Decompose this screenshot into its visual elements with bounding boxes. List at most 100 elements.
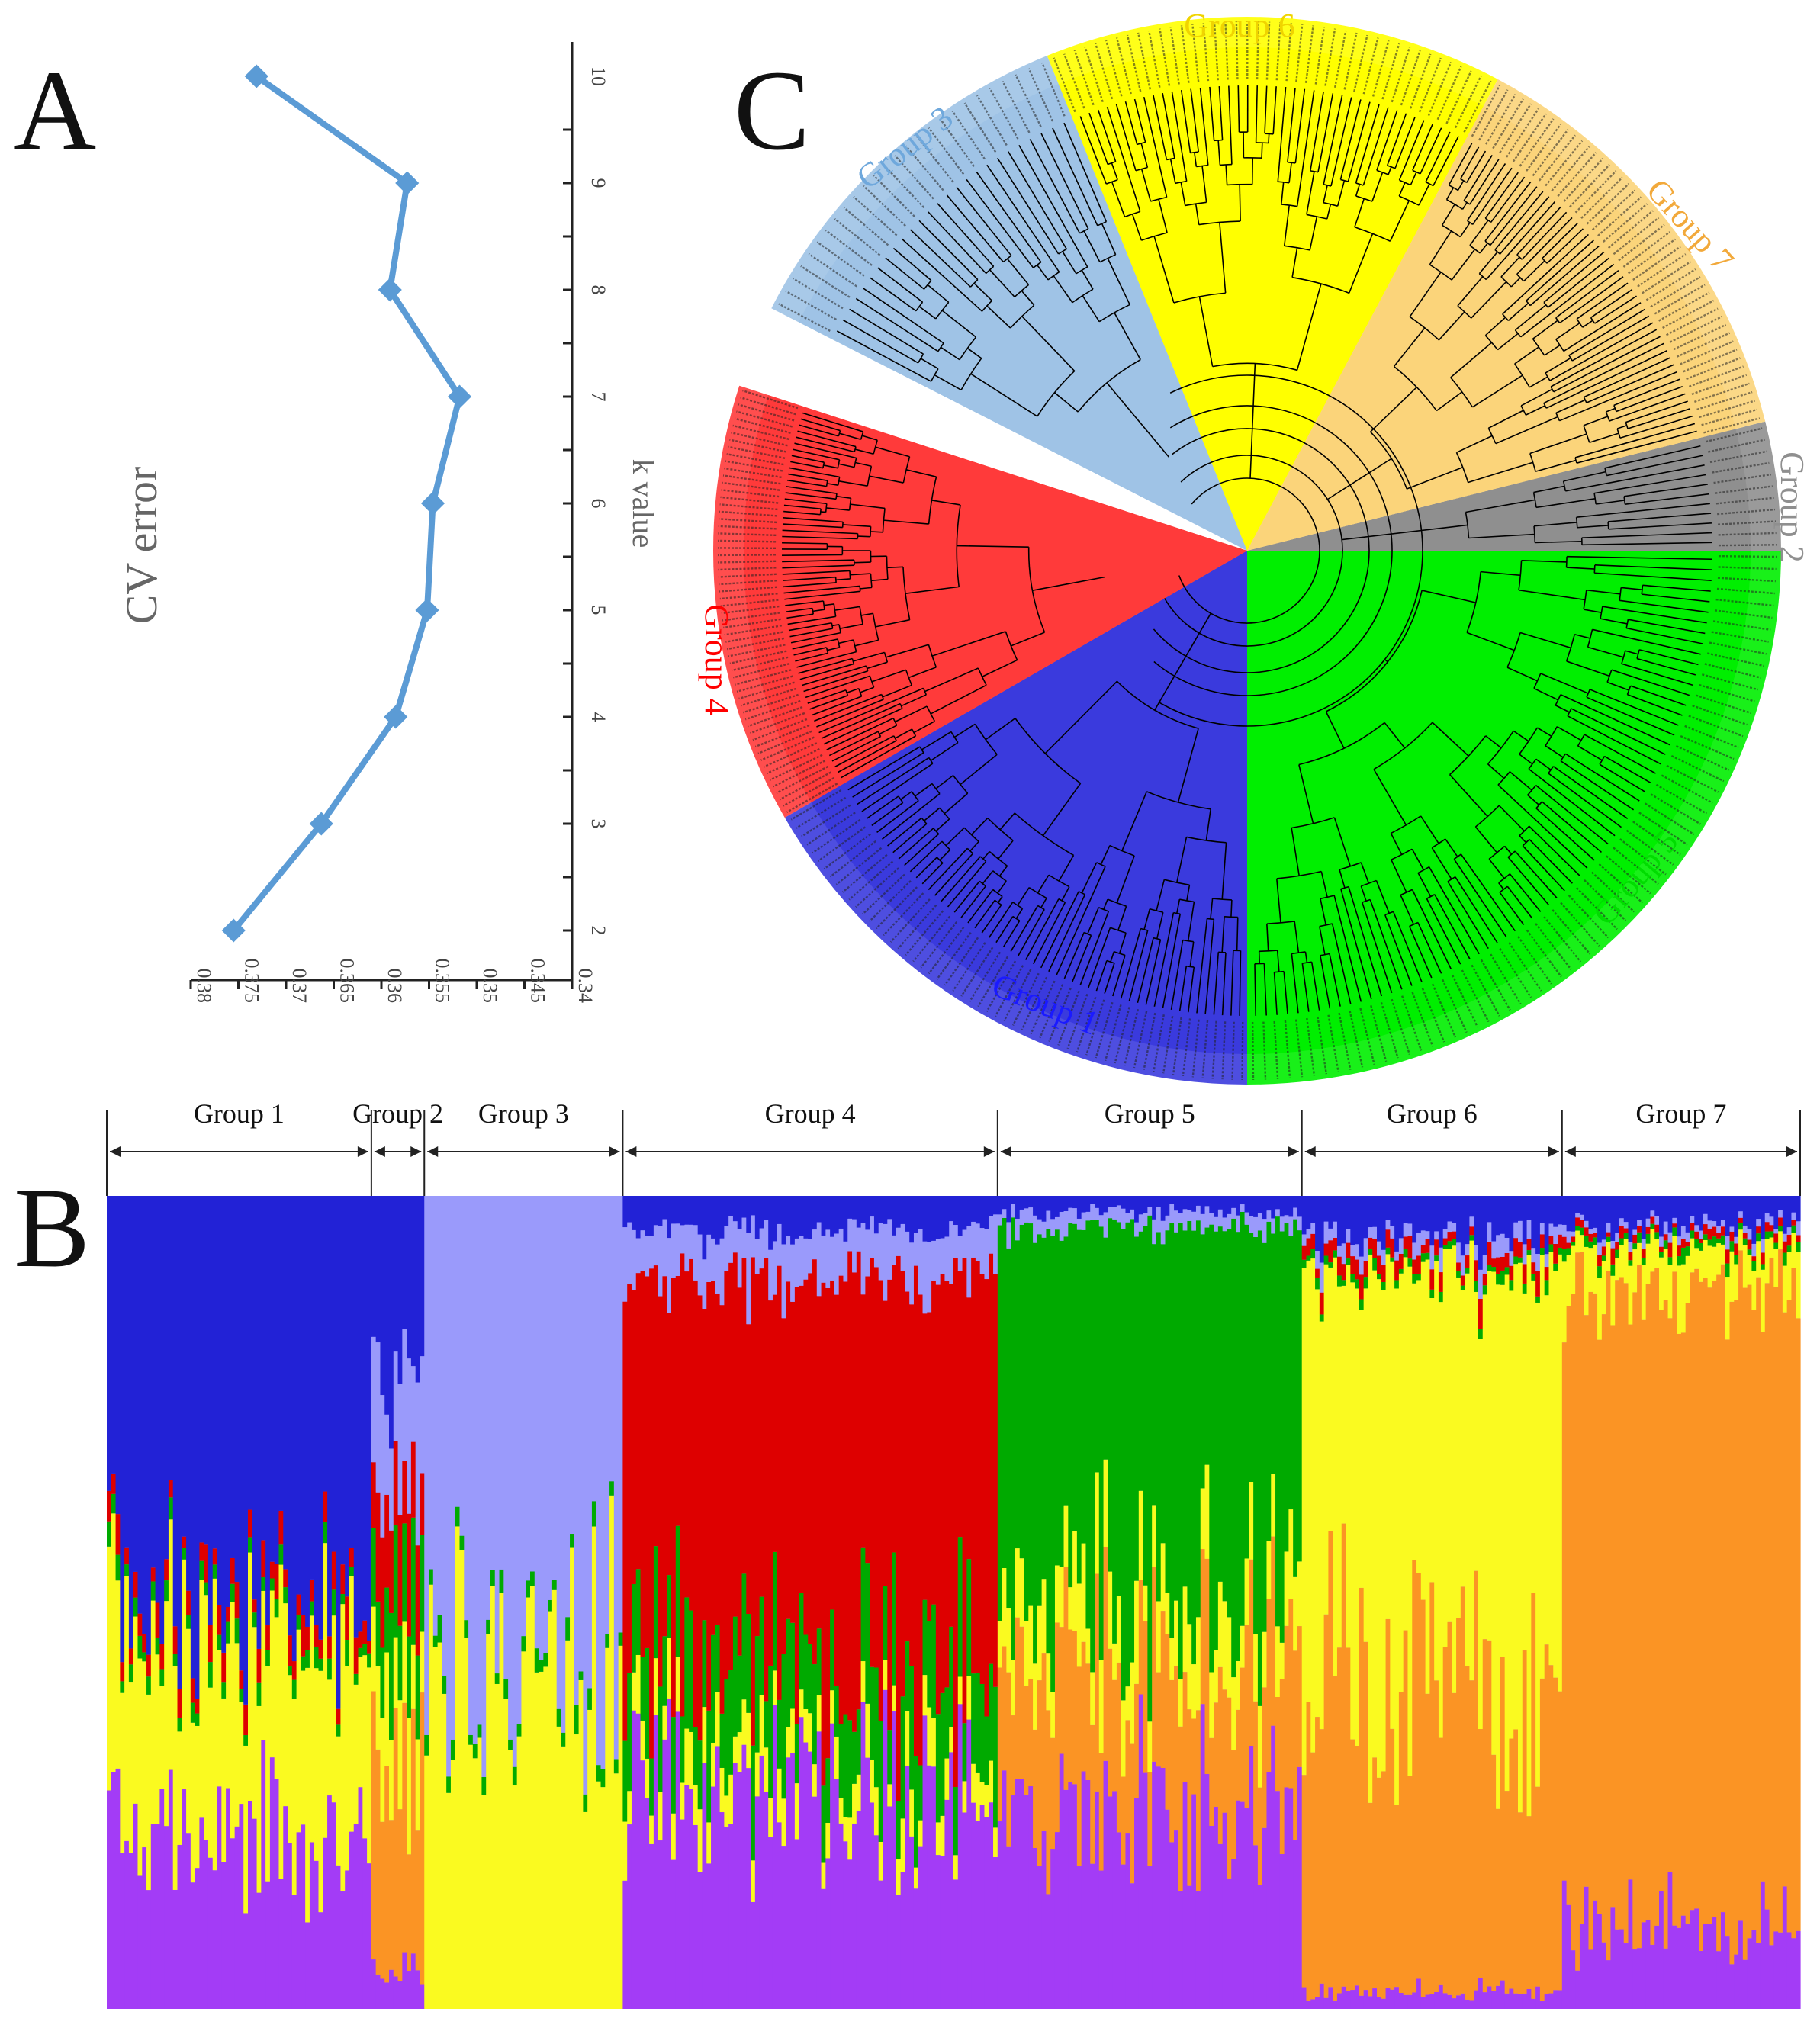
leaf-label-mark [1676, 332, 1731, 358]
leaf-label-mark [1104, 1004, 1122, 1061]
tree-branch [1263, 963, 1267, 1016]
admixture-segment [1231, 1218, 1236, 1678]
admixture-segment [927, 1242, 932, 1313]
admixture-segment [1456, 1262, 1461, 1271]
admixture-segment [1469, 1216, 1474, 1227]
tree-branch [1621, 587, 1642, 591]
admixture-segment [1474, 1196, 1479, 1245]
admixture-segment [1778, 1217, 1783, 1226]
admixture-segment [1385, 1618, 1391, 1988]
admixture-segment [1420, 1230, 1426, 1245]
admixture-segment [1033, 1663, 1038, 1730]
leaf-label-mark [1202, 23, 1210, 82]
admixture-segment [1341, 1243, 1347, 1265]
leaf-label-mark [1349, 1010, 1364, 1068]
admixture-segment [816, 1222, 822, 1297]
admixture-segment [142, 1652, 147, 1662]
admixture-segment [847, 1817, 853, 1860]
admixture-segment [1138, 1214, 1144, 1232]
admixture-segment [1266, 1599, 1272, 1772]
admixture-segment [1751, 1261, 1757, 1271]
leaf-label-mark [1688, 365, 1744, 388]
tree-node-arc [1526, 300, 1531, 307]
leaf-label-mark [969, 951, 1002, 1002]
tree-node-arc [854, 458, 857, 468]
admixture-segment [1085, 1663, 1091, 1781]
tree-branch [909, 840, 943, 873]
tree-branch [786, 479, 827, 487]
tree-branch [967, 889, 994, 924]
leaf-label-mark [1619, 838, 1667, 876]
cv-error-point [415, 598, 439, 622]
admixture-segment [204, 1595, 209, 1840]
admixture-segment [719, 1238, 725, 1306]
admixture-segment [1217, 1581, 1224, 1667]
tree-branch [798, 657, 853, 674]
admixture-segment [1368, 1249, 1373, 1255]
admixture-segment [172, 1196, 178, 1627]
admixture-segment [1368, 1996, 1373, 2009]
leaf-label-mark [1021, 976, 1048, 1030]
admixture-segment [1412, 1560, 1417, 1993]
admixture-segment [239, 1702, 244, 1805]
admixture-segment [1222, 1231, 1228, 1602]
admixture-segment [711, 1742, 716, 1787]
admixture-segment [1333, 1257, 1338, 1676]
admixture-segment [1522, 1650, 1528, 1994]
tree-branch [1145, 939, 1162, 1005]
tree-branch [1391, 859, 1407, 893]
admixture-segment [1645, 1243, 1651, 1284]
tree-branch [1063, 122, 1108, 223]
admixture-segment [1125, 1686, 1130, 1721]
admixture-segment [1663, 1234, 1669, 1241]
tree-node-arc [1078, 891, 1085, 895]
admixture-segment [1019, 1224, 1025, 1559]
tree-branch [787, 615, 836, 625]
tree-branch [1162, 914, 1182, 1009]
admixture-segment [389, 1530, 394, 1613]
admixture-segment [873, 1787, 879, 1836]
admixture-segment [1677, 1333, 1682, 1928]
admixture-segment [1544, 1644, 1550, 1994]
admixture-segment [940, 1238, 946, 1274]
admixture-segment [1130, 1196, 1135, 1210]
admixture-segment [1623, 1222, 1629, 1229]
leaf-label-mark [718, 560, 777, 564]
admixture-segment [331, 1615, 337, 1803]
admixture-segment [1773, 1931, 1779, 2009]
tree-branch [1171, 91, 1188, 182]
tree-branch [1384, 914, 1413, 986]
admixture-segment [1654, 1224, 1660, 1233]
admixture-segment [693, 1280, 699, 1727]
admixture-segment [1487, 1242, 1492, 1265]
tree-branch [1333, 895, 1362, 1002]
admixture-segment [1712, 1236, 1717, 1247]
admixture-segment [420, 1356, 425, 1474]
tree-branch [857, 535, 870, 538]
leaf-label-mark [905, 145, 944, 191]
admixture-segment [1491, 1258, 1497, 1268]
admixture-segment [195, 1713, 201, 1726]
admixture-segment [1429, 1269, 1435, 1290]
leaf-label-mark [863, 185, 906, 227]
tree-branch [1559, 276, 1624, 324]
tree-branch [818, 687, 924, 734]
admixture-segment [808, 1713, 813, 1752]
admixture-segment [1262, 1242, 1268, 1632]
admixture-segment [1214, 1806, 1219, 2009]
admixture-segment [1341, 1280, 1347, 1286]
leaf-label-mark [1371, 40, 1390, 97]
admixture-segment [649, 1758, 654, 1816]
admixture-segment [1240, 1625, 1246, 1668]
tree-node-arc [1623, 496, 1626, 505]
tree-node-arc [1387, 165, 1396, 169]
admixture-segment [971, 1196, 976, 1222]
admixture-segment [1011, 1204, 1016, 1218]
admixture-segment [1677, 1236, 1682, 1246]
admixture-segment [1257, 1230, 1263, 1706]
admixture-segment [711, 1634, 716, 1743]
admixture-segment [971, 1802, 976, 2009]
admixture-segment [1690, 1216, 1695, 1223]
admixture-segment [675, 1711, 681, 2009]
admixture-segment [689, 1610, 694, 1732]
